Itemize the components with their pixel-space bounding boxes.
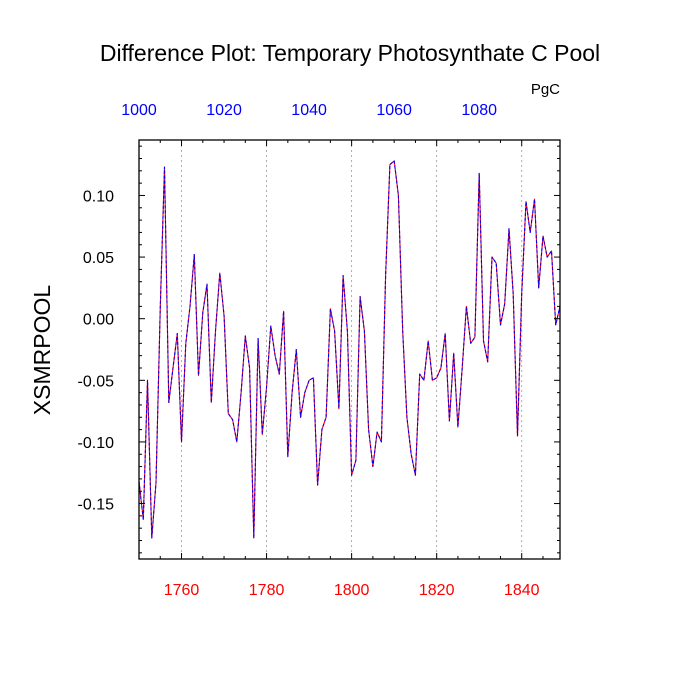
- x-tick-label: 1840: [504, 582, 540, 599]
- x-tick-label: 1800: [334, 582, 370, 599]
- x-tick-label: 1780: [249, 582, 285, 599]
- plot-frame: [138, 139, 561, 560]
- y-tick-label: 0.05: [83, 250, 114, 267]
- top-tick-label: 1060: [376, 102, 412, 119]
- x-tick-label: 1820: [419, 582, 455, 599]
- x-tick-label: 1760: [164, 582, 200, 599]
- y-tick-label: -0.10: [78, 435, 115, 452]
- series-layer: [138, 160, 561, 539]
- y-tick-label: -0.05: [78, 373, 115, 390]
- y-tick-label: 0.10: [83, 188, 114, 205]
- top-tick-label: 1000: [121, 102, 157, 119]
- top-tick-label: 1040: [291, 102, 327, 119]
- chart-title: Difference Plot: Temporary Photosynthate…: [100, 40, 600, 66]
- y-tick-label: -0.15: [78, 497, 115, 514]
- y-tick-label: 0.00: [83, 312, 114, 329]
- grid-lines: [181, 140, 523, 559]
- top-tick-label: 1080: [461, 102, 497, 119]
- axes: 1760 1780 1800 1820 1840 1000 1020 1040 1060 1080…: [78, 102, 560, 599]
- series-line-blue: [138, 160, 561, 539]
- top-tick-label: 1020: [206, 102, 242, 119]
- units-label: PgC: [531, 81, 560, 98]
- series-line-red: [138, 160, 561, 539]
- y-axis-label: XSMRPOOL: [29, 285, 55, 416]
